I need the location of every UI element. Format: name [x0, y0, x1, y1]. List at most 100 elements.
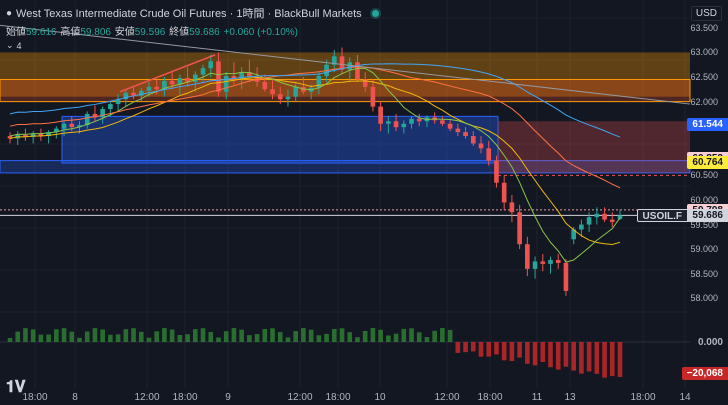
time-tick-label: 18:00 [172, 392, 198, 403]
candle-body [617, 215, 623, 219]
candle-body [455, 128, 461, 133]
price-tag: 60.764 [687, 156, 728, 170]
candle-body [362, 79, 368, 87]
candle-body [146, 86, 152, 91]
volume-bar [30, 329, 36, 342]
volume-bar [54, 329, 59, 342]
candle-body [463, 132, 468, 137]
volume-bar [525, 342, 530, 364]
volume-bar [571, 342, 576, 371]
volume-bar [324, 333, 329, 342]
time-tick-label: 9 [225, 392, 231, 403]
tradingview-logo-icon[interactable]: 𝟏𝐕 [6, 379, 26, 396]
volume-bar [138, 331, 144, 342]
volume-bar [69, 331, 75, 342]
volume-bar [231, 328, 237, 342]
candle-body [447, 123, 453, 129]
volume-bar [146, 337, 152, 342]
volume-bar [316, 335, 322, 342]
candle-body [370, 86, 376, 107]
candle-body [30, 133, 36, 138]
volume-bar [355, 337, 360, 342]
volume-bar [247, 335, 252, 342]
moving-average-line [9, 66, 621, 189]
candle-body [108, 104, 113, 109]
volume-bar [308, 329, 314, 342]
time-tick-label: 11 [531, 392, 543, 403]
volume-bar [239, 329, 244, 342]
candle-body [223, 76, 229, 92]
candle-body [169, 80, 175, 85]
volume-bar [509, 342, 515, 362]
volume-bar [223, 331, 229, 342]
candle-body [69, 123, 75, 128]
price-tick-label: 60.500 [690, 170, 718, 181]
time-tick-label: 10 [374, 392, 386, 403]
volume-bar [15, 331, 21, 342]
candle-body [378, 106, 383, 124]
candle-body [247, 72, 252, 78]
candle-body [131, 92, 136, 96]
candle-body [23, 135, 28, 138]
currency-label[interactable]: USD [690, 6, 722, 21]
candle-body [339, 56, 345, 70]
time-tick-label: 18:00 [630, 392, 656, 403]
time-tick-label: 12:00 [134, 392, 160, 403]
volume-bar [602, 342, 607, 378]
volume-bar [455, 342, 461, 353]
volume-bar [254, 334, 260, 342]
candle-body [525, 244, 530, 269]
candle-body [409, 118, 414, 124]
time-tick-label: 12:00 [287, 392, 313, 403]
price-tag: 59.686 [687, 209, 728, 223]
time-tick-label: 18:00 [477, 392, 503, 403]
volume-bar [92, 328, 98, 342]
supply-zone-inner [0, 78, 691, 103]
time-tick-label: 18:00 [325, 392, 351, 403]
volume-bar [115, 334, 121, 342]
price-tick-label: 59.500 [690, 219, 718, 230]
time-tick-label: 13 [564, 392, 576, 403]
volume-bar [108, 334, 113, 342]
volume-bar [154, 331, 160, 342]
volume-bar [285, 337, 291, 342]
candle-body [563, 262, 569, 291]
price-tick-label: 58.500 [690, 268, 718, 279]
volume-bar [432, 330, 437, 342]
candle-body [46, 132, 51, 137]
volume-bar [301, 328, 306, 342]
volume-bar [586, 342, 592, 372]
volume-axis-label: 0.000 [697, 337, 723, 348]
volume-bar [193, 329, 198, 342]
volume-bar [447, 329, 453, 342]
volume-bar [555, 342, 561, 370]
volume-bar [162, 328, 167, 342]
volume-bar [378, 329, 383, 342]
volume-axis-label: −20,068 [681, 367, 728, 380]
volume-bar [362, 330, 368, 342]
candle-body [293, 86, 299, 97]
volume-bar [100, 329, 105, 342]
volume-bar [501, 342, 507, 361]
candle-body [138, 90, 144, 96]
volume-bar [416, 332, 422, 342]
volume-bar [463, 342, 468, 353]
candle-body [54, 128, 59, 133]
symbol-price-tag[interactable]: USOIL.F [636, 209, 688, 223]
time-tick-label: 8 [72, 392, 78, 403]
volume-bar [331, 328, 337, 342]
volume-bar [548, 342, 553, 368]
candle-body [193, 74, 198, 82]
candle-body [393, 121, 399, 128]
candle-body [548, 259, 553, 264]
candle-body [609, 219, 615, 223]
volume-bar [617, 342, 623, 377]
demand-zone [61, 115, 499, 164]
volume-bar [486, 342, 492, 357]
volume-bar [517, 342, 522, 358]
candle-body [509, 202, 515, 213]
candle-body [231, 76, 237, 80]
candle-body [123, 92, 129, 100]
moving-average-line [9, 63, 621, 138]
